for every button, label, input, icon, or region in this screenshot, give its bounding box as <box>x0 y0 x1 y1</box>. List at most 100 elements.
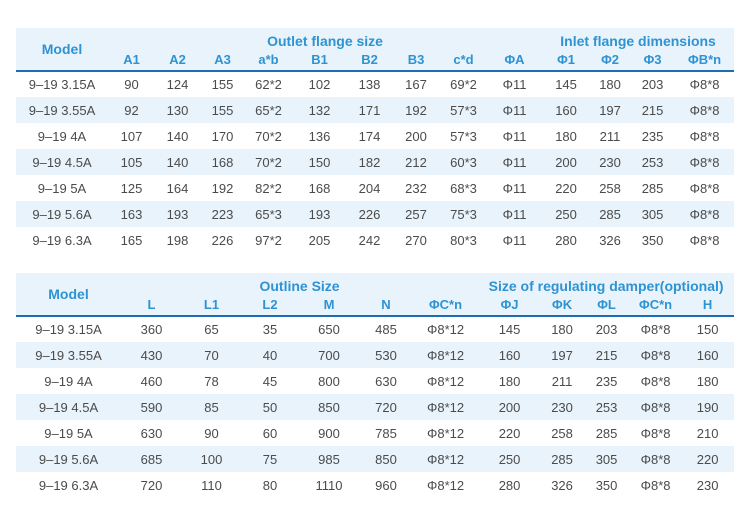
value-cell: 326 <box>599 232 621 248</box>
table-row: 9–19 6.3A 720 110 80 1110 960 Φ8*12 280 326 350 Φ8… <box>16 472 734 498</box>
value-cell: Φ11 <box>502 77 527 92</box>
value-cell: 720 <box>140 477 163 493</box>
value-cell: Φ8*8 <box>689 206 720 222</box>
table2-column-header: L <box>121 295 182 317</box>
table1-column-header: B1 <box>292 50 347 72</box>
value-cell: 180 <box>599 77 621 92</box>
value-cell: Φ8*8 <box>640 399 671 415</box>
model-cell: 9–19 6.3A <box>38 477 99 493</box>
model-cell: 9–19 3.15A <box>35 322 102 337</box>
value-cell: 97*2 <box>255 232 282 248</box>
value-cell: 130 <box>166 102 189 118</box>
value-cell: 70 <box>204 347 219 363</box>
value-cell: 226 <box>358 206 381 222</box>
value-cell: Φ8*12 <box>426 477 465 493</box>
table-row: 9–19 5.6A 163 193 223 65*3 193 226 257 75*3 Φ11 25… <box>16 201 735 227</box>
table2-column-header: M <box>299 295 359 317</box>
value-cell: 850 <box>375 451 397 467</box>
value-cell: 60 <box>262 425 278 441</box>
value-cell: 171 <box>358 102 381 118</box>
value-cell: Φ8*8 <box>689 102 720 118</box>
value-cell: 530 <box>375 347 397 363</box>
value-cell: 124 <box>166 77 189 92</box>
table1-column-header: c*d <box>440 50 487 72</box>
value-cell: Φ8*8 <box>689 232 720 248</box>
model-cell: 9–19 4.5A <box>38 399 99 415</box>
value-cell: 163 <box>120 206 143 222</box>
value-cell: 62*2 <box>255 77 282 92</box>
table-row: 9–19 4A 107 140 170 70*2 136 174 200 57*3 Φ11 180 2… <box>16 123 734 149</box>
value-cell: 167 <box>405 77 427 92</box>
value-cell: 125 <box>120 180 143 196</box>
value-cell: 165 <box>120 232 143 248</box>
table1-column-header: Φ1 <box>542 50 591 72</box>
value-cell: 210 <box>696 425 719 441</box>
model-cell: 9–19 4.5A <box>32 154 92 170</box>
value-cell: 250 <box>555 206 577 222</box>
value-cell: 192 <box>405 102 427 118</box>
value-cell: 70*2 <box>255 154 282 170</box>
table1-column-header: Φ3 <box>630 50 676 72</box>
value-cell: 285 <box>595 425 618 441</box>
value-cell: 258 <box>551 425 573 441</box>
table-row: 9–19 3.15A 90 124 155 62*2 102 138 167 69*2 Φ11 14… <box>16 71 734 97</box>
table1-body: 9–19 3.15A 90 124 155 62*2 102 138 167 69*2 Φ11 14… <box>16 71 735 253</box>
value-cell: Φ8*8 <box>640 451 671 467</box>
value-cell: 197 <box>551 347 573 363</box>
value-cell: 110 <box>201 477 222 493</box>
value-cell: 45 <box>262 373 278 389</box>
value-cell: 220 <box>696 451 719 467</box>
table2-header: Model Outline Size Size of regulating da… <box>16 273 735 317</box>
value-cell: 65*3 <box>255 206 282 222</box>
table-row: 9–19 3.15A 360 65 35 650 485 Φ8*12 145 180 203 Φ8*… <box>16 316 734 342</box>
value-cell: 630 <box>140 425 163 441</box>
value-cell: 150 <box>696 322 719 337</box>
table2-column-header: L1 <box>182 295 241 317</box>
value-cell: 230 <box>551 399 573 415</box>
value-cell: 700 <box>318 347 340 363</box>
table1-column-header: ΦA <box>487 50 543 72</box>
value-cell: 82*2 <box>255 180 282 196</box>
table2-column-header: ΦC*n <box>413 295 479 317</box>
table-row: 9–19 5.6A 685 100 75 985 850 Φ8*12 250 285 305 Φ8*… <box>16 446 735 472</box>
value-cell: 280 <box>498 477 521 493</box>
value-cell: Φ11 <box>502 232 527 248</box>
value-cell: Φ8*8 <box>689 154 720 170</box>
value-cell: 720 <box>375 399 397 415</box>
value-cell: 900 <box>318 425 340 441</box>
table2-column-header-row: L L1 L2 M N ΦC*n ΦJ ΦK ΦL ΦC*n H <box>16 295 735 317</box>
value-cell: Φ8*8 <box>689 180 720 196</box>
value-cell: 250 <box>498 451 521 467</box>
value-cell: 57*3 <box>450 102 477 118</box>
value-cell: 200 <box>405 128 427 144</box>
value-cell: 230 <box>599 154 621 170</box>
table2-model-column-header: Model <box>16 273 121 317</box>
value-cell: Φ8*8 <box>689 128 720 144</box>
value-cell: Φ8*8 <box>640 477 671 493</box>
model-cell: 9–19 4A <box>44 373 93 389</box>
value-cell: 145 <box>498 322 521 337</box>
value-cell: 140 <box>166 154 189 170</box>
table1-column-header: B3 <box>392 50 440 72</box>
value-cell: 90 <box>204 425 219 441</box>
value-cell: 107 <box>120 128 143 144</box>
table1-group-header-row: Model Outlet flange size Inlet flange di… <box>16 28 735 72</box>
value-cell: 285 <box>551 451 573 467</box>
table1-column-header: B2 <box>347 50 392 72</box>
value-cell: 211 <box>599 128 621 144</box>
value-cell: 164 <box>166 180 189 196</box>
value-cell: 50 <box>262 399 278 415</box>
value-cell: Φ8*12 <box>426 347 465 363</box>
value-cell: 203 <box>641 77 664 92</box>
inlet-flange-dimensions-group-header: Inlet flange dimensions <box>542 28 735 50</box>
value-cell: Φ11 <box>502 154 527 170</box>
value-cell: 650 <box>318 322 340 337</box>
value-cell: 220 <box>498 425 521 441</box>
value-cell: 223 <box>211 206 234 222</box>
value-cell: 350 <box>595 477 618 493</box>
value-cell: 200 <box>498 399 521 415</box>
table-row: 9–19 3.55A 92 130 155 65*2 132 171 192 57*3 Φ11 16… <box>16 97 735 123</box>
value-cell: 630 <box>375 373 397 389</box>
value-cell: 132 <box>308 102 331 118</box>
value-cell: 215 <box>595 347 618 363</box>
